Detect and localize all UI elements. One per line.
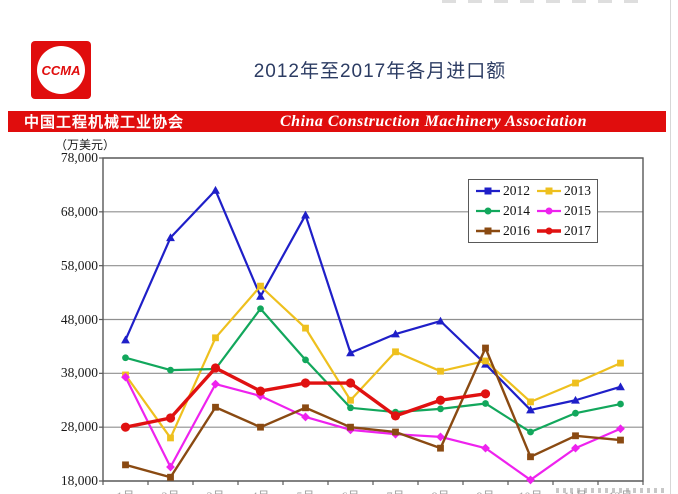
legend-swatch-icon [476, 187, 500, 195]
y-tick-label: 58,000 [60, 257, 98, 273]
cropped-top-text-artifact [442, 0, 647, 3]
x-tick-label-cropped: 7月 [376, 487, 416, 494]
legend-swatch-icon [476, 207, 500, 215]
x-tick-label-cropped: 8月 [421, 487, 461, 494]
legend-label: 2012 [503, 183, 530, 198]
legend-swatch-icon [537, 227, 561, 235]
x-tick-label-cropped: 2月 [151, 487, 191, 494]
legend-label: 2013 [564, 183, 591, 198]
y-tick-label: 18,000 [60, 473, 98, 488]
ccma-logo-disc: CCMA [37, 46, 85, 94]
legend-item-2012: 2012 [475, 182, 536, 201]
x-tick-label-cropped: 6月 [331, 487, 371, 494]
x-tick-label-cropped: 10月 [511, 487, 551, 494]
legend-item-2017: 2017 [536, 222, 597, 241]
legend-swatch-icon [537, 187, 561, 195]
association-banner: 中国工程机械工业协会 China Construction Machinery … [8, 111, 666, 132]
x-tick-label-cropped: 3月 [196, 487, 236, 494]
y-tick-label: 38,000 [60, 365, 98, 381]
association-name-en: China Construction Machinery Association [280, 112, 588, 130]
x-tick-label-cropped: 1月 [106, 487, 146, 494]
legend-swatch-icon [476, 227, 500, 235]
ccma-logo-text: CCMA [41, 62, 81, 78]
x-tick-label-cropped: 9月 [466, 487, 506, 494]
legend-item-2014: 2014 [475, 202, 536, 221]
y-tick-label: 78,000 [60, 150, 98, 165]
y-tick-label: 48,000 [60, 311, 98, 327]
page-right-border [670, 0, 671, 494]
page-title: 2012年至2017年各月进口额 [253, 61, 507, 82]
chart-legend: 2012 2013 2014 2015 2016 2017 [468, 179, 598, 243]
legend-label: 2014 [503, 203, 530, 218]
y-axis-unit-label: （万美元） [55, 138, 116, 152]
cropped-caption-fragment [556, 488, 668, 493]
legend-item-2015: 2015 [536, 202, 597, 221]
legend-label: 2015 [564, 203, 591, 218]
y-tick-label: 68,000 [60, 203, 98, 219]
ccma-logo: CCMA [31, 41, 91, 99]
x-tick-label-cropped: 5月 [286, 487, 326, 494]
x-tick-label-cropped: 4月 [241, 487, 281, 494]
legend-label: 2016 [503, 223, 530, 238]
legend-item-2013: 2013 [536, 182, 597, 201]
legend-label: 2017 [564, 223, 591, 238]
legend-swatch-icon [537, 207, 561, 215]
y-tick-label: 28,000 [60, 419, 98, 435]
legend-item-2016: 2016 [475, 222, 536, 241]
association-name-cn: 中国工程机械工业协会 [24, 114, 185, 131]
